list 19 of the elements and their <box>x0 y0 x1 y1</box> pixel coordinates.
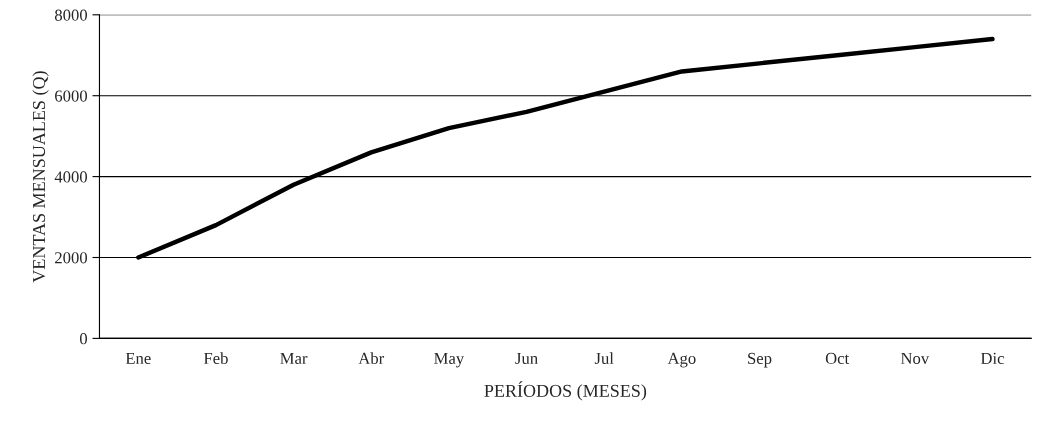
x-tick-label: May <box>434 352 465 368</box>
y-tick-label: 0 <box>79 333 88 345</box>
x-tick-label: Feb <box>203 352 228 365</box>
x-tick-label: Nov <box>900 352 930 365</box>
y-tick-label: 8000 <box>54 9 88 21</box>
x-tick-label: Ene <box>125 352 151 365</box>
x-tick-label: Abr <box>358 352 385 365</box>
x-tick-label: Jul <box>594 352 614 365</box>
x-tick-label: Sep <box>748 352 772 368</box>
x-tick-label: Mar <box>280 352 308 365</box>
x-tick-label: Ago <box>667 352 696 368</box>
x-tick-label: Jun <box>515 352 538 365</box>
x-axis-title: PERÍODOS (MESES) <box>484 381 647 401</box>
x-tick-label: Dic <box>980 352 1004 365</box>
y-tick-label: 2000 <box>55 252 88 264</box>
x-tick-label: Oct <box>825 352 850 365</box>
y-tick-label: 4000 <box>54 171 88 183</box>
y-tick-label: 6000 <box>55 90 88 102</box>
y-axis-title: VENTAS MENSUALES (Q) <box>32 71 49 283</box>
